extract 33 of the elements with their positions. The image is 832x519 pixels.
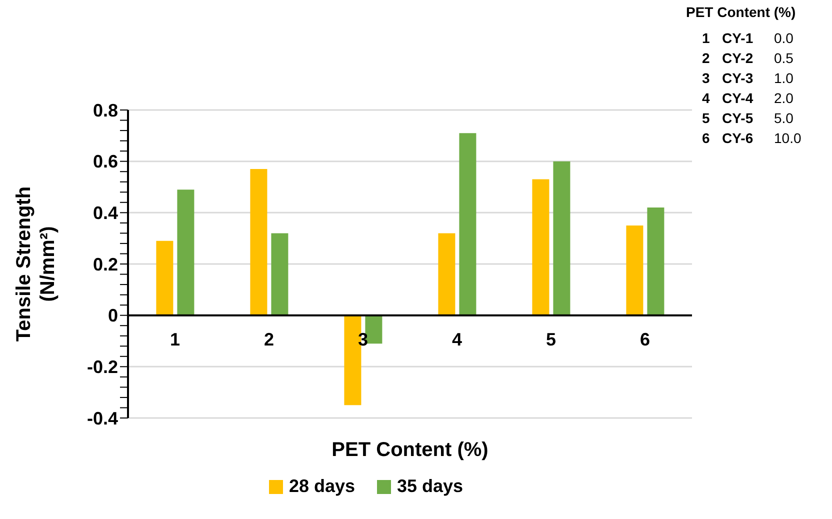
text: PET Content (%): [686, 4, 797, 20]
y-tick-label: -0.4: [86, 408, 118, 428]
bar: [647, 208, 664, 316]
bar: [459, 133, 476, 316]
y-axis-title: Tensile Strength (N/mm²): [13, 186, 59, 342]
x-tick-label: 6: [640, 329, 650, 350]
text: 5 CY-5 5.0: [702, 110, 794, 126]
legend-label: 28 days: [288, 476, 355, 497]
bar: [271, 233, 288, 316]
x-tick-label: 5: [546, 329, 556, 350]
y-tick-label: -0.2: [86, 357, 118, 378]
text: 3 CY-3 1.0: [702, 70, 794, 86]
x-tick-label: 2: [264, 329, 274, 350]
text: 6 CY-6 10.0: [702, 130, 802, 146]
y-tick-label: 0.6: [92, 152, 118, 172]
bar: [532, 179, 550, 316]
x-tick-label: 4: [452, 329, 462, 350]
x-axis-title: PET Content (%): [332, 439, 488, 461]
x-tick-label: 1: [170, 329, 180, 350]
y-tick-label: 0: [108, 306, 118, 326]
bar: [156, 240, 174, 316]
text: 1 CY-1 0.0: [702, 30, 794, 46]
legend-label: 35 days: [397, 476, 464, 497]
bar: [177, 190, 194, 316]
bar: [250, 169, 268, 316]
text: 4 CY-4 2.0: [702, 90, 794, 106]
y-tick-label: 0.4: [92, 203, 118, 224]
bar: [553, 161, 570, 316]
bar: [626, 226, 644, 316]
bar: [438, 233, 456, 316]
text: 2 CY-2 0.5: [702, 50, 794, 66]
y-tick-label: 0.2: [92, 254, 118, 274]
y-tick-label: 0.8: [92, 100, 118, 120]
